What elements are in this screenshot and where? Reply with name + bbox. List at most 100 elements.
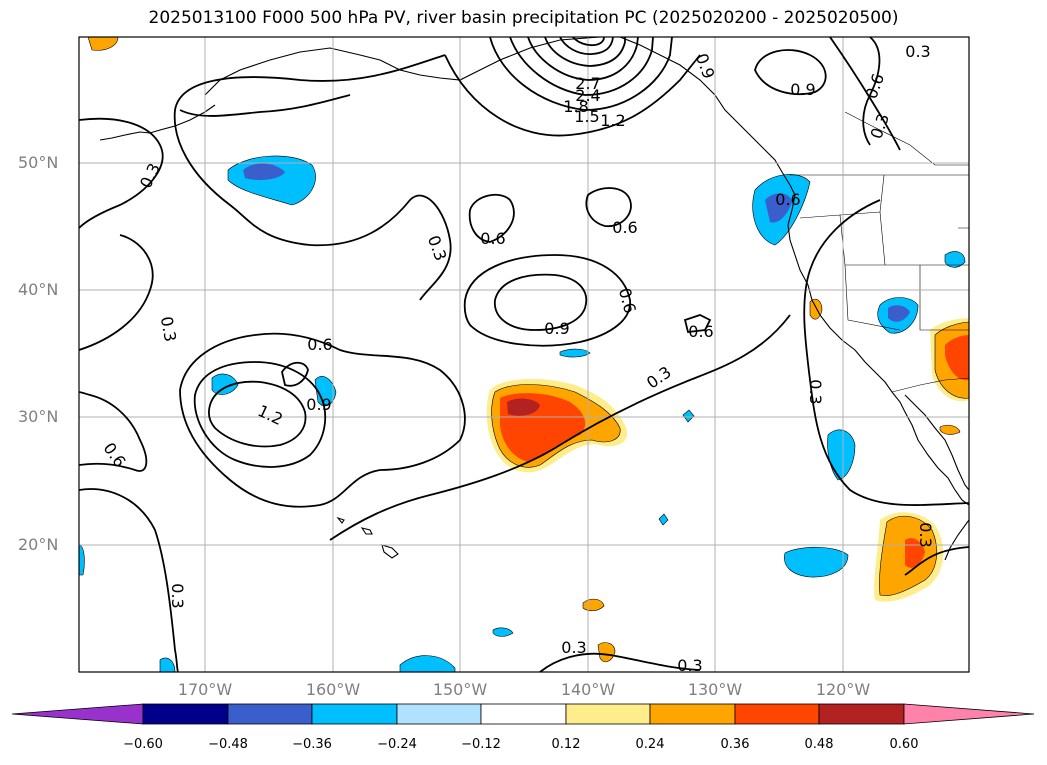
colorbar-tick-label: 0.48	[804, 737, 834, 752]
colorbar-tick-label: 0.24	[635, 737, 665, 752]
lat-label: 40°N	[18, 280, 59, 299]
contour-label: 0.3	[806, 379, 825, 404]
lon-label: 130°W	[687, 680, 743, 699]
precip-wet-small-4	[939, 424, 961, 435]
pv-contour-max-5	[559, 37, 614, 55]
lon-label: 170°W	[177, 680, 233, 699]
precip-blob-utah-core	[888, 305, 910, 322]
contour-label: 1.2	[600, 111, 625, 130]
pv-contour-03-west	[79, 117, 164, 229]
lat-label: 30°N	[18, 407, 59, 426]
coastline-baja-inner	[904, 394, 969, 491]
precip-wet-central-max	[507, 398, 540, 416]
colorbar-extend-low	[11, 703, 144, 725]
colorbar-tick-label: −0.36	[292, 737, 332, 752]
contour-label: 0.6	[688, 322, 713, 341]
colorbar-bin	[311, 703, 398, 725]
border-us-mexico	[891, 377, 969, 393]
pv-contour-06-loop	[179, 332, 466, 508]
contour-label: 1.8	[563, 97, 588, 116]
precip-blob-pnw-core	[765, 193, 792, 223]
colorbar-tick-label: −0.48	[208, 737, 248, 752]
contour-label: 0.6	[307, 335, 332, 354]
colorbar-tick-label: −0.60	[123, 737, 163, 752]
colorbar-bin	[227, 703, 313, 725]
contour-label: 0.3	[916, 522, 935, 547]
precip-blob-small-4	[682, 409, 695, 423]
contour-label: 0.9	[790, 80, 815, 99]
colorbar-tick-label: 0.12	[551, 737, 581, 752]
colorbar-tick-label: 0.36	[720, 737, 750, 752]
colorbar-bin	[480, 703, 567, 725]
contour-label: 0.6	[612, 218, 637, 237]
coastline-panhandle	[619, 37, 783, 173]
border-states	[799, 174, 969, 331]
pv-contour-03-central	[79, 314, 791, 672]
lon-label: 120°W	[815, 680, 871, 699]
pv-contour-max-4	[544, 37, 626, 67]
contour-label: 0.9	[544, 319, 569, 338]
pv-contour-max-6	[572, 37, 605, 47]
colorbar-tick-label: −0.12	[461, 737, 501, 752]
pv-contour-12-loop	[207, 380, 307, 448]
colorbar	[11, 703, 1035, 725]
pv-contour-03-east	[803, 37, 969, 576]
coastline-mexico	[944, 519, 969, 561]
pv-contour-06-center	[463, 254, 631, 347]
lat-label: 20°N	[18, 535, 59, 554]
coastline-aleutians	[99, 104, 216, 141]
precip-blob-small-2	[492, 627, 514, 637]
map-title: 2025013100 F000 500 hPa PV, river basin …	[148, 8, 899, 28]
contour-label: 0.6	[480, 229, 505, 248]
colorbar-bin	[818, 703, 905, 725]
contour-label: 0.3	[157, 315, 180, 343]
map-frame	[78, 36, 970, 673]
pv-contour-max-2	[509, 37, 654, 96]
contour-label: 0.3	[561, 638, 586, 657]
island-hawaii-2	[360, 527, 373, 535]
pv-contour-09-center	[494, 273, 588, 331]
lon-label: 150°W	[432, 680, 488, 699]
island-hawaii-1	[381, 544, 399, 559]
precip-blob-central	[314, 376, 337, 407]
pv-contour-09-small	[281, 361, 309, 387]
colorbar-bin	[142, 703, 229, 725]
pv-contour-06-ne	[585, 187, 632, 227]
precip-blob-east-pacific	[784, 546, 849, 578]
colorbar-tick-label: −0.24	[377, 737, 417, 752]
contour-label: 2.4	[575, 86, 600, 105]
pv-contour-06-east	[862, 37, 881, 146]
contour-label: 0.3	[677, 656, 702, 675]
lon-label: 160°W	[305, 680, 361, 699]
colorbar-extend-high	[903, 703, 1035, 725]
lon-label: 140°W	[560, 680, 616, 699]
colorbar-bin	[734, 703, 820, 725]
border-bc-yukon	[844, 111, 969, 166]
island-hawaii-3	[336, 516, 345, 524]
pv-contour-09-loop	[193, 361, 327, 468]
contour-label: 0.3	[905, 42, 930, 61]
precip-wet-sw-core	[945, 335, 969, 381]
colorbar-bin	[649, 703, 736, 725]
precip-wet-small-2	[597, 642, 616, 663]
precip-blob-small-5	[658, 513, 669, 526]
map-background	[79, 37, 969, 672]
pv-contour-06-small	[683, 314, 712, 333]
contour-label: 0.3	[168, 583, 187, 608]
pv-contours	[79, 37, 969, 672]
precip-blob-small-6	[159, 657, 176, 672]
coastline-bc-wa-or-ca	[781, 171, 893, 393]
pv-contour-06-west	[79, 391, 148, 472]
coastline-baja	[891, 391, 969, 506]
pv-contour-09-ne	[754, 49, 827, 96]
pv-contour-06-north	[468, 193, 515, 243]
contour-label: 1.5	[574, 107, 599, 126]
gridlines	[79, 37, 969, 672]
pv-contour-03-south	[539, 652, 701, 672]
pv-contour-max-1	[489, 37, 673, 111]
precip-blob-small-7	[79, 544, 85, 576]
contour-label: 0.6	[775, 190, 800, 209]
contour-label: 2.7	[575, 74, 600, 93]
lat-label: 50°N	[18, 153, 59, 172]
precip-blob-aleutians-core	[243, 163, 285, 180]
